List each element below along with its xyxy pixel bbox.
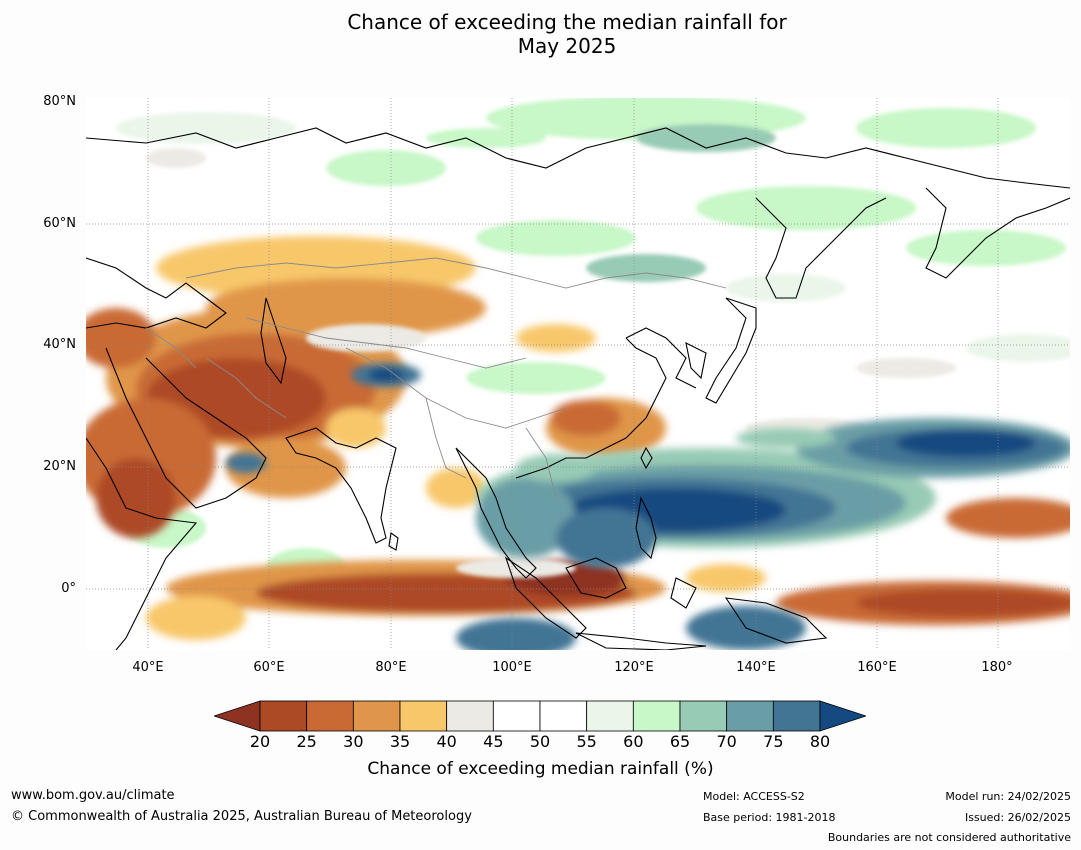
colorbar-extend-low (214, 700, 261, 732)
rainfall-map (86, 98, 1070, 650)
lon-label-160e: 160°E (857, 660, 897, 675)
colorbar (214, 700, 866, 732)
colorbar-tick-label: 70 (716, 732, 737, 751)
colorbar-bin (726, 700, 774, 732)
footer-website: www.bom.gov.au/climate (11, 788, 175, 803)
colorbar-tick-label: 30 (343, 732, 364, 751)
lon-label-60e: 60°E (253, 660, 285, 675)
colorbar-extend-high (819, 700, 866, 732)
colorbar-bin (399, 700, 448, 732)
footer-base-period: Base period: 1981-2018 (703, 811, 836, 824)
colorbar-tick-label: 55 (576, 732, 597, 751)
lat-label-80n: 80°N (43, 94, 76, 109)
colorbar-tick-label: 25 (296, 732, 317, 751)
colorbar-bin (446, 700, 494, 732)
colorbar-tick-label: 50 (529, 732, 551, 751)
colorbar-bin (259, 700, 308, 732)
colorbar-tick-label: 60 (623, 732, 644, 751)
footer-issued: Issued: 26/02/2025 (964, 811, 1071, 824)
map-canvas (86, 98, 1070, 650)
footer-disclaimer: Boundaries are not considered authoritat… (827, 831, 1071, 844)
lat-label-20n: 20°N (43, 459, 76, 474)
colorbar-tick-label: 45 (483, 732, 504, 751)
colorbar-bin (772, 700, 821, 732)
lon-label-180: 180° (981, 660, 1013, 675)
coastlines (86, 127, 1070, 650)
colorbar-bin (632, 700, 681, 732)
colorbar-bin (352, 700, 401, 732)
lon-label-80e: 80°E (375, 660, 407, 675)
colorbar-tick-label: 35 (389, 732, 411, 751)
lon-label-120e: 120°E (614, 660, 654, 675)
footer-model: Model: ACCESS-S2 (703, 790, 805, 803)
colorbar-label: Chance of exceeding median rainfall (%) (367, 759, 714, 779)
chart-title: Chance of exceeding the median rainfall … (0, 10, 1081, 58)
colorbar-tick-label: 65 (669, 732, 691, 751)
title-line-1: Chance of exceeding the median rainfall … (347, 10, 787, 34)
lon-label-140e: 140°E (736, 660, 776, 675)
colorbar-tick-label: 75 (763, 732, 784, 751)
colorbar-bin (306, 700, 354, 732)
footer-copyright: © Commonwealth of Australia 2025, Austra… (11, 809, 472, 824)
lon-label-100e: 100°E (492, 660, 532, 675)
footer-model-run: Model run: 24/02/2025 (945, 790, 1071, 803)
colorbar-bin (679, 700, 728, 732)
colorbar-bin (539, 700, 588, 732)
title-line-2: May 2025 (517, 34, 617, 58)
colorbar-tick-label: 40 (436, 732, 457, 751)
lat-label-40n: 40°N (43, 337, 76, 352)
lat-label-60n: 60°N (43, 216, 76, 231)
lon-label-40e: 40°E (132, 660, 164, 675)
colorbar-tick-label: 80 (809, 732, 831, 751)
colorbar-tick-label: 20 (249, 732, 271, 751)
lat-label-0: 0° (61, 581, 76, 596)
country-boundaries (145, 257, 727, 499)
colorbar-bin (492, 700, 541, 732)
colorbar-bin (586, 700, 634, 732)
